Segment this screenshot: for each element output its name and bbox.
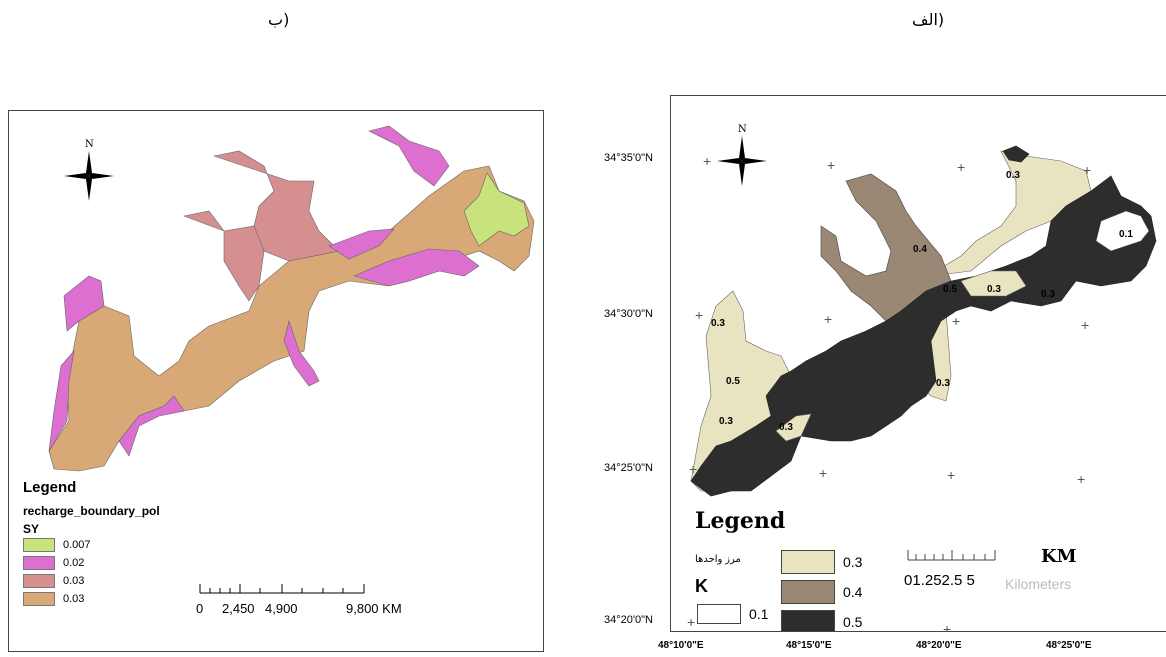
legend-field: SY <box>23 522 263 536</box>
compass-rose-icon <box>64 151 114 201</box>
k-legend-label: 0.4 <box>843 584 862 600</box>
zone-label: 0.5 <box>943 284 957 295</box>
scale-bar-left: 0 2,450 4,900 9,800 KM <box>199 581 399 621</box>
zone-label: 0.3 <box>779 422 793 433</box>
compass-rose-icon <box>717 136 767 186</box>
zone-label: 0.3 <box>1041 289 1055 300</box>
k-legend-label: 0.1 <box>749 606 768 622</box>
north-letter-right: N <box>738 124 747 135</box>
legend-label: 0.03 <box>63 575 84 587</box>
zone-label: 0.3 <box>719 416 733 427</box>
sy-map-panel: N Legend recharge_boundary_pol SY 0.007 … <box>8 110 544 652</box>
graticule-cross: + <box>695 308 703 322</box>
graticule-cross: + <box>1083 163 1091 177</box>
latitude-label: 34°35'0"N <box>604 152 653 164</box>
north-arrow-right: N <box>717 124 767 188</box>
caption-a: الف) <box>912 10 944 29</box>
legend-swatch <box>23 592 55 606</box>
zone-label: 0.1 <box>1119 229 1133 240</box>
km-unit-label: KM <box>1041 546 1077 567</box>
legend-layer: recharge_boundary_pol <box>23 504 263 518</box>
k-legend-boundary-label: مرز واحدها <box>695 554 741 565</box>
k-legend-swatch <box>781 550 835 574</box>
legend-label: 0.03 <box>63 593 84 605</box>
graticule-cross: + <box>1081 318 1089 332</box>
k-legend-swatch <box>781 610 835 632</box>
graticule-cross: + <box>957 160 965 174</box>
graticule-cross: + <box>943 622 951 632</box>
graticule-cross: + <box>824 312 832 326</box>
legend-swatch <box>23 556 55 570</box>
longitude-label: 48°20'0"E <box>916 640 962 651</box>
north-arrow-left: N <box>64 139 114 199</box>
longitude-label: 48°15'0"E <box>786 640 832 651</box>
k-map-panel: + + + + + + + + + + + + + + 0.3 0.1 0.4 … <box>670 95 1166 632</box>
zone-label: 0.3 <box>936 378 950 389</box>
scale-label: 0 <box>196 601 203 616</box>
k-legend-swatch <box>781 580 835 604</box>
graticule-cross: + <box>947 468 955 482</box>
scale-label: 2,450 <box>222 601 255 616</box>
longitude-label: 48°25'0"E <box>1046 640 1092 651</box>
zone-label: 0.3 <box>1006 170 1020 181</box>
graticule-cross: + <box>703 154 711 168</box>
k-legend-item: 0.3 <box>781 550 862 574</box>
graticule-cross: + <box>819 466 827 480</box>
legend-swatch <box>23 538 55 552</box>
k-zone-05 <box>691 176 1156 496</box>
scale-bar-ticks <box>199 581 369 597</box>
longitude-label: 48°10'0"E <box>658 640 704 651</box>
legend-title: Legend <box>23 479 263 496</box>
k-legend-item: 0.5 <box>781 610 862 632</box>
legend-label: 0.02 <box>63 557 84 569</box>
k-legend-field: K <box>695 576 708 597</box>
legend-swatch <box>23 574 55 588</box>
km-scale-numbers: 01.252.5 5 <box>904 572 975 589</box>
k-legend-label: 0.5 <box>843 614 862 630</box>
sy-zone-magenta-1 <box>369 126 449 186</box>
graticule-cross: + <box>687 615 695 629</box>
k-legend-item: 0.4 <box>781 580 862 604</box>
k-legend-label: 0.3 <box>843 554 862 570</box>
latitude-label: 34°25'0"N <box>604 462 653 474</box>
zone-label: 0.3 <box>711 318 725 329</box>
k-legend-swatch <box>697 604 741 624</box>
caption-b: ب) <box>268 10 289 29</box>
km-scale-ticks <box>907 548 999 564</box>
zone-label: 0.5 <box>726 376 740 387</box>
graticule-cross: + <box>1077 472 1085 486</box>
legend-item: 0.007 <box>23 536 263 554</box>
scale-label: 4,900 <box>265 601 298 616</box>
north-letter-left: N <box>85 139 94 150</box>
k-legend-title: Legend <box>695 508 785 534</box>
graticule-cross: + <box>952 314 960 328</box>
scale-label: 9,800 KM <box>346 601 402 616</box>
legend-item: 0.02 <box>23 554 263 572</box>
graticule-cross: + <box>689 462 697 476</box>
zone-label: 0.4 <box>913 244 927 255</box>
latitude-label: 34°30'0"N <box>604 308 653 320</box>
km-scale-ghost-label: Kilometers <box>1005 576 1071 592</box>
latitude-label: 34°20'0"N <box>604 614 653 626</box>
graticule-cross: + <box>827 158 835 172</box>
legend-label: 0.007 <box>63 539 91 551</box>
k-legend-item: 0.1 <box>697 604 768 624</box>
zone-label: 0.3 <box>987 284 1001 295</box>
